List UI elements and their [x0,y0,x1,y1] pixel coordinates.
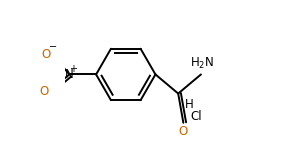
Text: O: O [42,48,51,61]
Text: H$_2$N: H$_2$N [190,56,214,71]
Text: O: O [39,85,49,98]
Text: H: H [185,98,194,111]
Text: N: N [65,68,74,81]
Text: −: − [49,42,57,52]
Text: +: + [69,64,77,74]
Text: Cl: Cl [191,110,202,123]
Text: O: O [179,125,188,138]
